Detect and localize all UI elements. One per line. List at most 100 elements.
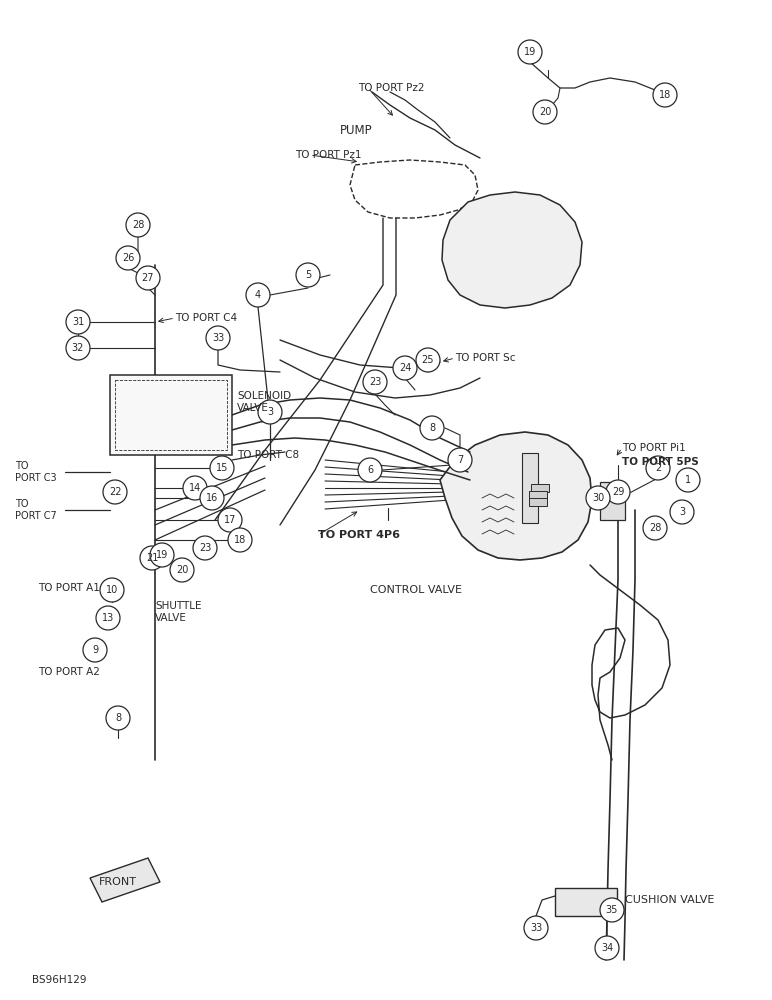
Circle shape: [200, 486, 224, 510]
Text: 30: 30: [592, 493, 604, 503]
Circle shape: [533, 100, 557, 124]
Circle shape: [518, 40, 542, 64]
Text: 2: 2: [655, 463, 661, 473]
Circle shape: [150, 543, 174, 567]
Text: 14: 14: [189, 483, 201, 493]
Text: 1: 1: [685, 475, 691, 485]
Circle shape: [600, 898, 624, 922]
Text: 7: 7: [457, 455, 463, 465]
Text: 26: 26: [122, 253, 134, 263]
Text: 28: 28: [132, 220, 144, 230]
Text: 31: 31: [72, 317, 84, 327]
Text: 24: 24: [399, 363, 411, 373]
Circle shape: [116, 246, 140, 270]
Text: CONTROL VALVE: CONTROL VALVE: [370, 585, 462, 595]
Circle shape: [126, 213, 150, 237]
Circle shape: [606, 480, 630, 504]
Circle shape: [448, 448, 472, 472]
Circle shape: [66, 310, 90, 334]
Text: 23: 23: [369, 377, 381, 387]
Bar: [529, 491, 547, 499]
Circle shape: [183, 476, 207, 500]
Text: 3: 3: [679, 507, 685, 517]
Text: 27: 27: [142, 273, 154, 283]
Circle shape: [96, 606, 120, 630]
Circle shape: [420, 416, 444, 440]
Text: TO PORT C4: TO PORT C4: [175, 313, 237, 323]
Text: 15: 15: [216, 463, 229, 473]
Circle shape: [206, 326, 230, 350]
Circle shape: [653, 83, 677, 107]
Circle shape: [258, 400, 282, 424]
Bar: [115, 380, 227, 450]
Circle shape: [358, 458, 382, 482]
Circle shape: [595, 936, 619, 960]
Text: TO PORT Sc: TO PORT Sc: [455, 353, 516, 363]
Text: SHUTTLE
VALVE: SHUTTLE VALVE: [155, 601, 201, 623]
Polygon shape: [442, 192, 582, 308]
Circle shape: [218, 508, 242, 532]
Text: 19: 19: [524, 47, 536, 57]
Circle shape: [646, 456, 670, 480]
Circle shape: [676, 468, 700, 492]
Text: 29: 29: [612, 487, 625, 497]
Text: 4: 4: [255, 290, 261, 300]
Text: FRONT: FRONT: [99, 877, 137, 887]
Circle shape: [670, 500, 694, 524]
Text: TO PORT A2: TO PORT A2: [38, 667, 100, 677]
Circle shape: [363, 370, 387, 394]
Polygon shape: [90, 858, 160, 902]
Bar: [555, 888, 617, 916]
Text: TO PORT Pi1: TO PORT Pi1: [622, 443, 686, 453]
Circle shape: [66, 336, 90, 360]
Text: 35: 35: [606, 905, 618, 915]
Text: TO
PORT C3: TO PORT C3: [15, 461, 56, 483]
Text: TO PORT C8: TO PORT C8: [237, 450, 299, 460]
Text: 19: 19: [156, 550, 168, 560]
Text: 23: 23: [199, 543, 212, 553]
Text: TO PORT Pz2: TO PORT Pz2: [358, 83, 425, 93]
Text: TO
PORT C7: TO PORT C7: [15, 499, 57, 521]
Circle shape: [210, 456, 234, 480]
Bar: [522, 453, 538, 523]
Text: PUMP: PUMP: [340, 123, 373, 136]
Bar: [110, 375, 232, 455]
Circle shape: [140, 546, 164, 570]
Text: 8: 8: [115, 713, 121, 723]
Text: 17: 17: [224, 515, 236, 525]
Text: 33: 33: [530, 923, 542, 933]
Text: 18: 18: [234, 535, 246, 545]
Text: 18: 18: [659, 90, 671, 100]
Circle shape: [246, 283, 270, 307]
Circle shape: [193, 536, 217, 560]
Text: TO PORT Pz1: TO PORT Pz1: [295, 150, 361, 160]
Text: 5: 5: [305, 270, 311, 280]
Circle shape: [103, 480, 127, 504]
Circle shape: [586, 486, 610, 510]
Circle shape: [100, 578, 124, 602]
Circle shape: [228, 528, 252, 552]
Text: 32: 32: [72, 343, 84, 353]
Circle shape: [296, 263, 320, 287]
Bar: [600, 482, 625, 520]
Text: 3: 3: [267, 407, 273, 417]
Text: 33: 33: [212, 333, 224, 343]
Text: SOLENOID
VALVE: SOLENOID VALVE: [237, 391, 291, 413]
Circle shape: [170, 558, 194, 582]
Bar: [529, 498, 547, 506]
Text: 16: 16: [206, 493, 218, 503]
Text: 21: 21: [146, 553, 158, 563]
Text: 22: 22: [109, 487, 121, 497]
Circle shape: [524, 916, 548, 940]
Text: 28: 28: [648, 523, 661, 533]
Text: 13: 13: [102, 613, 114, 623]
Text: 9: 9: [92, 645, 98, 655]
Text: CUSHION VALVE: CUSHION VALVE: [625, 895, 714, 905]
Text: BS96H129: BS96H129: [32, 975, 86, 985]
Circle shape: [416, 348, 440, 372]
Circle shape: [643, 516, 667, 540]
Bar: [531, 484, 549, 492]
Text: 25: 25: [422, 355, 434, 365]
Text: 6: 6: [367, 465, 373, 475]
Polygon shape: [440, 432, 592, 560]
